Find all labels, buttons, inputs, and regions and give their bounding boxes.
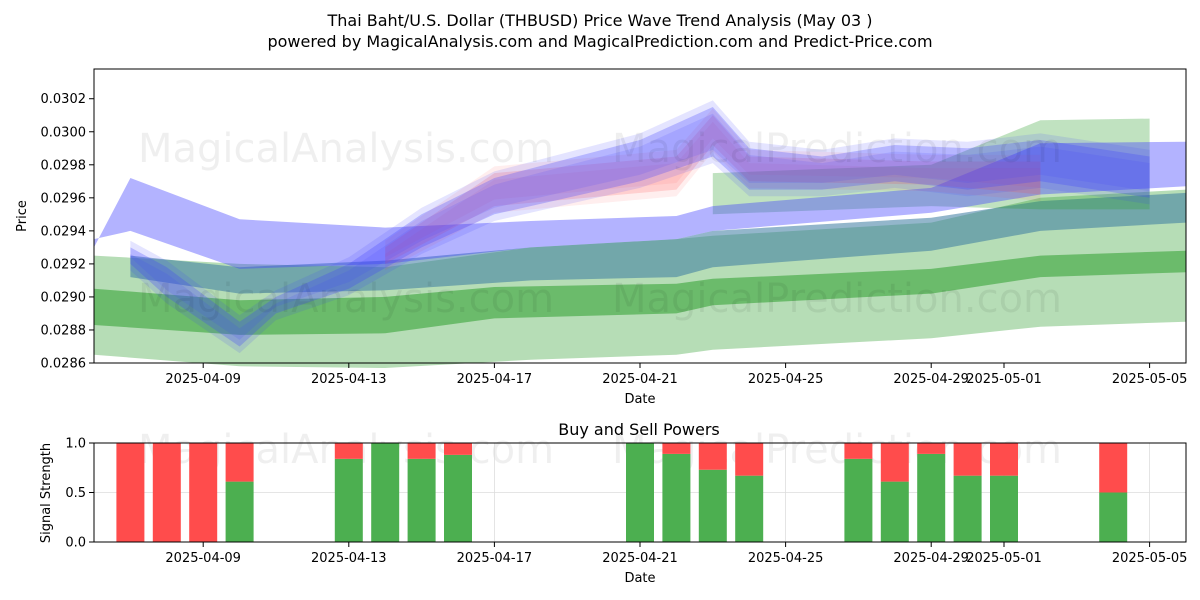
sub-x-tick-label: 2025-04-25 bbox=[748, 551, 824, 566]
buy-bar bbox=[444, 454, 472, 542]
sell-bar bbox=[917, 443, 946, 454]
sub-y-axis: 0.0 0.5 1.0 bbox=[65, 437, 94, 551]
main-y-tick-label: 0.0286 bbox=[41, 357, 87, 372]
sell-bar bbox=[334, 443, 363, 459]
buy-sell-plot: Buy and Sell Powers MagicalAnalysis.com … bbox=[39, 420, 1187, 586]
sell-bar bbox=[189, 443, 218, 542]
main-x-tick-label: 2025-04-17 bbox=[457, 372, 533, 387]
main-y-tick-label: 0.0300 bbox=[41, 125, 87, 140]
sell-bar bbox=[225, 443, 254, 482]
buy-bar bbox=[990, 475, 1018, 542]
sub-y-tick-label: 0.5 bbox=[65, 486, 86, 501]
buy-bar bbox=[735, 475, 764, 542]
buy-bar bbox=[407, 458, 436, 542]
main-y-tick-label: 0.0290 bbox=[41, 290, 87, 305]
buy-bar bbox=[1099, 492, 1128, 542]
price-wave-plot: MagicalAnalysis.com MagicalPrediction.co… bbox=[15, 68, 1187, 407]
main-y-tick-label: 0.0292 bbox=[41, 257, 87, 272]
main-x-tick-label: 2025-04-09 bbox=[165, 372, 241, 387]
main-x-tick-label: 2025-04-25 bbox=[748, 372, 824, 387]
blue-wide-band bbox=[94, 141, 1186, 269]
main-y-tick-label: 0.0294 bbox=[41, 224, 87, 239]
sell-bar bbox=[116, 443, 145, 542]
red-band-echo-0 bbox=[385, 121, 1041, 271]
main-x-tick-label: 2025-04-21 bbox=[602, 372, 678, 387]
main-y-axis: 0.0286 0.0288 0.0290 0.0292 0.0294 0.0296 0.02… bbox=[41, 92, 94, 372]
sell-bar bbox=[444, 443, 472, 455]
blue-wave-paths bbox=[130, 107, 1150, 347]
main-x-axis-label: Date bbox=[624, 392, 655, 407]
sub-y-tick-label: 0.0 bbox=[65, 536, 86, 551]
main-y-axis-label: Price bbox=[15, 200, 30, 232]
main-x-tick-label: 2025-05-05 bbox=[1112, 372, 1188, 387]
sub-x-tick-label: 2025-04-29 bbox=[893, 551, 969, 566]
buy-bar bbox=[334, 458, 363, 542]
sub-x-axis: 2025-04-09 2025-04-13 2025-04-17 2025-04-21… bbox=[165, 542, 1187, 566]
buy-bar bbox=[371, 443, 400, 542]
red-band bbox=[385, 115, 1041, 264]
buy-bar bbox=[225, 481, 254, 542]
watermark-top-left: MagicalAnalysis.com bbox=[138, 126, 554, 172]
sell-bar bbox=[407, 443, 436, 459]
buy-bar bbox=[698, 469, 727, 542]
chart-title-line1: Thai Baht/U.S. Dollar (THBUSD) Price Wav… bbox=[326, 11, 872, 30]
sub-x-tick-label: 2025-04-21 bbox=[602, 551, 678, 566]
sub-chart-title: Buy and Sell Powers bbox=[558, 420, 720, 439]
main-x-tick-label: 2025-05-01 bbox=[966, 372, 1042, 387]
watermark-top-right: MagicalPrediction.com bbox=[612, 126, 1062, 172]
sub-bars bbox=[116, 443, 1128, 542]
buy-bar bbox=[880, 481, 909, 542]
sub-y-axis-label: Signal Strength bbox=[39, 443, 54, 543]
sub-y-tick-label: 1.0 bbox=[65, 437, 86, 452]
blue-wave-paths-echo-0 bbox=[130, 113, 1150, 354]
sell-bar bbox=[735, 443, 764, 476]
sell-bar bbox=[844, 443, 873, 459]
green-upper-right-band bbox=[712, 118, 1150, 215]
sub-x-tick-label: 2025-05-05 bbox=[1112, 551, 1188, 566]
watermark-mid-left: MagicalAnalysis.com bbox=[138, 276, 554, 322]
sub-x-tick-label: 2025-05-01 bbox=[966, 551, 1042, 566]
teal-band bbox=[130, 192, 1186, 294]
blue-wave-paths-echo-1 bbox=[130, 100, 1150, 340]
sell-bar bbox=[662, 443, 691, 454]
main-bands bbox=[94, 100, 1186, 368]
sub-x-tick-label: 2025-04-17 bbox=[457, 551, 533, 566]
buy-bar bbox=[953, 475, 982, 542]
sell-bar bbox=[953, 443, 982, 476]
buy-bar bbox=[662, 453, 691, 542]
sub-x-axis-label: Date bbox=[624, 571, 655, 586]
main-y-tick-label: 0.0298 bbox=[41, 158, 87, 173]
buy-bar bbox=[917, 453, 946, 542]
sub-x-tick-label: 2025-04-09 bbox=[165, 551, 241, 566]
main-y-tick-label: 0.0288 bbox=[41, 323, 87, 338]
main-x-axis: 2025-04-09 2025-04-13 2025-04-17 2025-04-21… bbox=[165, 363, 1187, 387]
buy-bar bbox=[626, 443, 654, 542]
main-y-tick-label: 0.0302 bbox=[41, 92, 87, 107]
sell-bar bbox=[1099, 443, 1128, 493]
sell-bar bbox=[990, 443, 1018, 476]
main-y-tick-label: 0.0296 bbox=[41, 191, 87, 206]
sell-bar bbox=[880, 443, 909, 482]
chart-title-line2: powered by MagicalAnalysis.com and Magic… bbox=[267, 32, 932, 51]
buy-bar bbox=[844, 458, 873, 542]
sell-bar bbox=[152, 443, 181, 542]
main-x-tick-label: 2025-04-13 bbox=[311, 372, 387, 387]
sell-bar bbox=[698, 443, 727, 470]
watermark-mid-right: MagicalPrediction.com bbox=[612, 276, 1062, 322]
red-band-echo-1 bbox=[385, 108, 1041, 258]
main-x-tick-label: 2025-04-29 bbox=[893, 372, 969, 387]
green-inner-band bbox=[94, 250, 1186, 335]
sub-x-tick-label: 2025-04-13 bbox=[311, 551, 387, 566]
